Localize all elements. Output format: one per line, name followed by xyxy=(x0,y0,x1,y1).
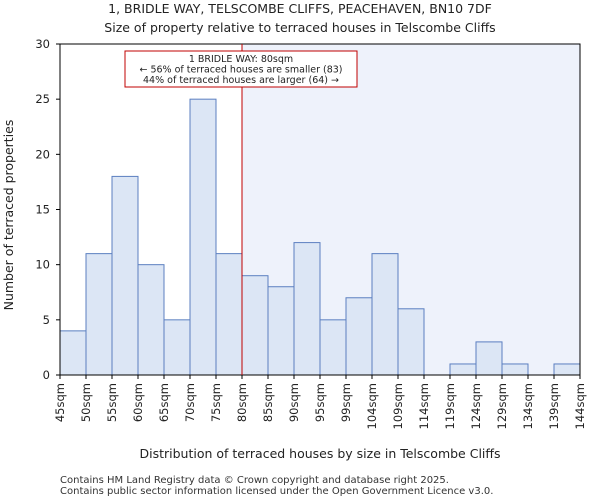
bar-70sqm xyxy=(190,99,216,375)
bar-109sqm xyxy=(398,309,424,375)
y-tick-label: 5 xyxy=(43,313,50,327)
x-tick-label: 70sqm xyxy=(183,383,197,422)
x-tick-label: 75sqm xyxy=(209,383,223,422)
x-tick-label: 45sqm xyxy=(53,383,67,422)
bar-129sqm xyxy=(502,364,528,375)
annotation-line-3: 44% of terraced houses are larger (64) → xyxy=(143,75,339,86)
bar-chart: 1, BRIDLE WAY, TELSCOMBE CLIFFS, PEACEHA… xyxy=(0,0,600,500)
bar-50sqm xyxy=(86,254,112,375)
y-tick-label: 10 xyxy=(35,258,50,272)
chart-subtitle: Size of property relative to terraced ho… xyxy=(104,20,495,35)
x-axis-label: Distribution of terraced houses by size … xyxy=(139,446,500,461)
footer-licence: Contains public sector information licen… xyxy=(60,486,493,497)
x-tick-label: 50sqm xyxy=(79,383,93,422)
x-tick-label: 124sqm xyxy=(469,383,483,429)
x-tick-label: 104sqm xyxy=(365,383,379,429)
x-tick-label: 95sqm xyxy=(313,383,327,422)
footer-copyright: Contains HM Land Registry data © Crown c… xyxy=(60,475,449,486)
bar-85sqm xyxy=(268,287,294,375)
bar-65sqm xyxy=(164,320,190,375)
bar-95sqm xyxy=(320,320,346,375)
x-tick-label: 90sqm xyxy=(287,383,301,422)
bar-124sqm xyxy=(476,342,502,375)
bar-139sqm xyxy=(554,364,580,375)
chart-title: 1, BRIDLE WAY, TELSCOMBE CLIFFS, PEACEHA… xyxy=(108,1,492,16)
bar-80sqm xyxy=(242,276,268,375)
x-tick-label: 55sqm xyxy=(105,383,119,422)
y-tick-label: 0 xyxy=(43,368,50,382)
x-tick-label: 114sqm xyxy=(417,383,431,429)
bar-119sqm xyxy=(450,364,476,375)
annotation-line-1: 1 BRIDLE WAY: 80sqm xyxy=(189,54,293,65)
bar-99sqm xyxy=(346,298,372,375)
y-axis-label: Number of terraced properties xyxy=(1,120,16,311)
x-tick-label: 109sqm xyxy=(391,383,405,429)
x-tick-label: 99sqm xyxy=(339,383,353,422)
annotation-line-2: ← 56% of terraced houses are smaller (83… xyxy=(139,65,342,76)
chart-container: 1, BRIDLE WAY, TELSCOMBE CLIFFS, PEACEHA… xyxy=(0,0,600,500)
x-tick-label: 129sqm xyxy=(495,383,509,429)
y-tick-label: 15 xyxy=(35,203,50,217)
x-tick-label: 65sqm xyxy=(157,383,171,422)
y-tick-label: 30 xyxy=(35,37,50,51)
x-tick-label: 119sqm xyxy=(443,383,457,429)
x-tick-label: 60sqm xyxy=(131,383,145,422)
x-tick-label: 134sqm xyxy=(521,383,535,429)
x-tick-label: 139sqm xyxy=(547,383,561,429)
bar-104sqm xyxy=(372,254,398,375)
x-tick-label: 85sqm xyxy=(261,383,275,422)
x-tick-label: 144sqm xyxy=(573,383,587,429)
y-tick-label: 25 xyxy=(35,92,50,106)
bar-90sqm xyxy=(294,243,320,375)
bar-45sqm xyxy=(60,331,86,375)
bar-60sqm xyxy=(138,265,164,375)
plot-area: 0 5 10 15 20 25 30 45sqm 50sqm 55sqm 60sqm 65sqm 70s… xyxy=(35,37,587,429)
bar-55sqm xyxy=(112,176,138,375)
y-tick-label: 20 xyxy=(35,147,50,161)
x-tick-label: 80sqm xyxy=(235,383,249,422)
bar-75sqm xyxy=(216,254,242,375)
